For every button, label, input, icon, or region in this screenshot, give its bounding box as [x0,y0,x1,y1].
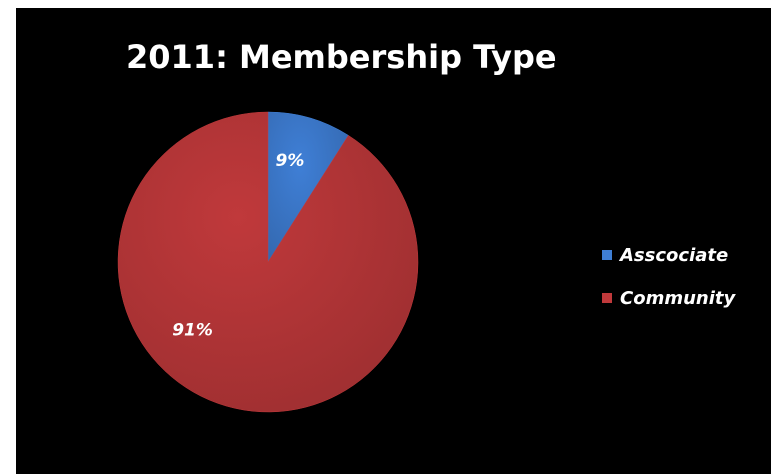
pie-slice-asscociate [267,111,349,263]
legend: Asscociate Community [602,244,735,330]
pie-chart: 9% 91% [117,111,419,413]
chart-area: 2011: Membership Type 9% 91% Asscociate C… [16,8,771,474]
legend-item-community: Community [602,287,735,309]
legend-item-asscociate: Asscociate [602,244,735,266]
data-label-community: 91% [172,321,213,341]
legend-swatch-community [602,293,612,303]
legend-swatch-asscociate [602,250,612,260]
data-label-asscociate: 9% [276,151,305,171]
legend-label-community: Community [620,287,736,309]
chart-title: 2011: Membership Type [126,38,557,76]
pie-slice-community [117,111,419,413]
legend-label-asscociate: Asscociate [620,244,729,266]
